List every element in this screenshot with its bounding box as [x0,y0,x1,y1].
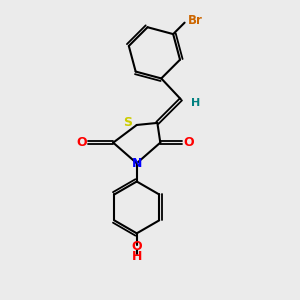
Text: O: O [184,136,194,149]
Text: Br: Br [188,14,203,27]
Text: N: N [132,157,142,170]
Text: O: O [131,240,142,253]
Text: H: H [191,98,200,109]
Text: O: O [76,136,87,149]
Text: H: H [132,250,142,263]
Text: S: S [123,116,132,129]
